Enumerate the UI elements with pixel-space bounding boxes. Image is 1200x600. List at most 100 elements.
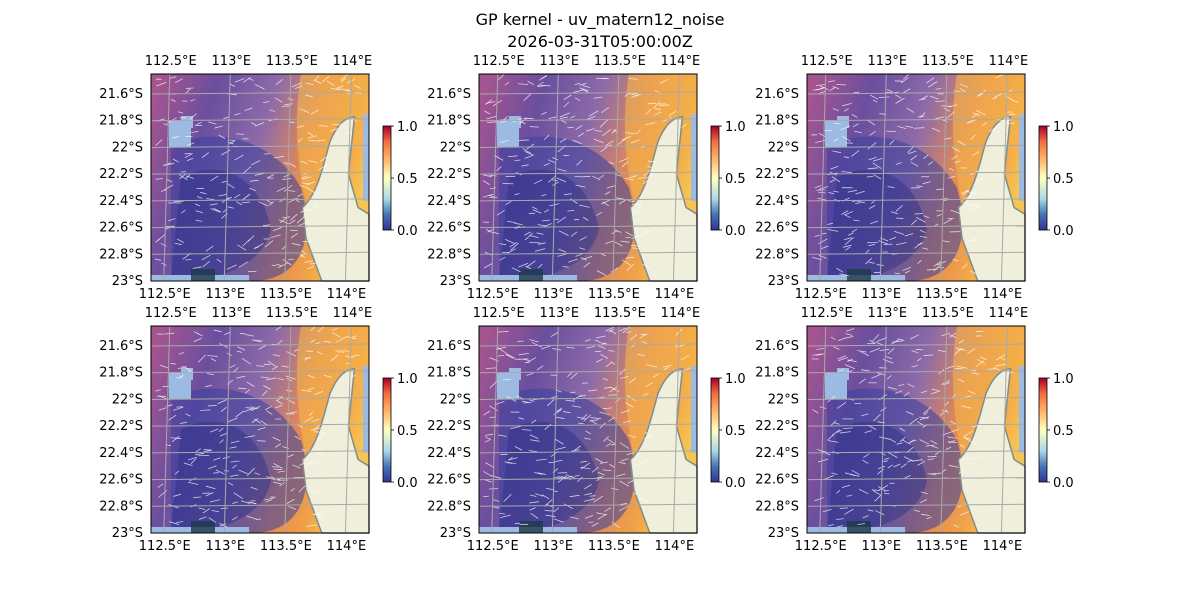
vector-arrow xyxy=(229,474,239,477)
vector-arrow xyxy=(519,117,528,125)
vector-arrow xyxy=(244,107,253,112)
vector-arrow xyxy=(541,494,550,500)
grid-meridian xyxy=(551,325,559,534)
vector-arrow xyxy=(596,335,606,339)
vector-arrow xyxy=(585,430,591,435)
vector-arrow xyxy=(306,225,317,230)
grid-parallel xyxy=(478,450,698,454)
lat-tick-label: 22°S xyxy=(112,140,143,155)
vector-arrow xyxy=(822,508,832,513)
vector-arrow xyxy=(872,162,882,170)
vector-arrow xyxy=(952,259,959,262)
vector-arrow xyxy=(895,205,903,212)
vector-arrow xyxy=(246,467,255,476)
vector-arrow xyxy=(244,333,254,337)
grid-parallel xyxy=(478,370,698,374)
vector-arrow xyxy=(241,357,252,365)
lat-tick-label: 21.8°S xyxy=(99,114,143,129)
grid-meridian xyxy=(163,73,171,282)
vector-arrow xyxy=(514,446,523,451)
vector-arrow xyxy=(265,199,273,204)
lon-tick-label-bottom: 113°E xyxy=(862,539,902,554)
lat-tick-label: 22.8°S xyxy=(427,499,471,514)
vector-arrow xyxy=(505,200,512,206)
vector-arrow xyxy=(605,140,614,147)
vector-arrow xyxy=(597,513,607,520)
vector-arrow xyxy=(889,140,895,145)
vector-arrow xyxy=(231,516,238,521)
vector-arrow xyxy=(948,167,954,171)
vector-arrow xyxy=(541,194,547,197)
vector-arrow xyxy=(190,458,197,464)
vector-arrow xyxy=(860,351,870,357)
vector-arrow xyxy=(627,92,638,97)
vector-arrow xyxy=(300,389,312,392)
grid-meridian xyxy=(612,325,620,534)
vector-arrow xyxy=(563,503,574,510)
lon-tick-label-top: 112.5°E xyxy=(473,306,525,321)
vector-arrow xyxy=(210,357,217,362)
colorbar-tick-label: 0.5 xyxy=(1053,172,1074,187)
vector-arrow xyxy=(170,362,176,365)
vector-arrow xyxy=(917,357,922,362)
vector-arrow xyxy=(923,215,930,219)
vector-arrow xyxy=(828,524,834,527)
vector-arrow xyxy=(253,418,261,424)
vector-arrow xyxy=(569,516,579,520)
vector-arrow xyxy=(851,228,858,233)
vector-arrow xyxy=(824,129,833,132)
lat-tick-label: 22.4°S xyxy=(755,446,799,461)
vector-arrow xyxy=(872,490,882,497)
vector-arrow xyxy=(863,453,870,459)
vector-arrow xyxy=(964,437,974,444)
grid-parallel xyxy=(806,251,1026,255)
vector-arrow xyxy=(973,177,983,186)
vector-arrow xyxy=(530,439,540,442)
vector-arrow xyxy=(919,439,930,445)
lat-tick-label: 21.8°S xyxy=(427,366,471,381)
vector-arrow xyxy=(611,129,617,134)
vector-arrow xyxy=(941,332,950,337)
vector-arrow xyxy=(955,347,966,351)
vector-arrow xyxy=(844,508,854,515)
vector-arrow xyxy=(302,176,312,180)
vector-arrow xyxy=(288,258,295,261)
vector-arrow xyxy=(317,351,323,355)
vector-arrow xyxy=(260,376,270,379)
vector-arrow xyxy=(579,204,590,208)
vector-arrow xyxy=(602,377,608,381)
vector-arrow xyxy=(508,456,513,461)
vector-arrow xyxy=(571,449,580,452)
lat-tick-label: 22.2°S xyxy=(99,167,143,182)
vector-arrow xyxy=(308,412,314,416)
vector-arrow xyxy=(195,210,204,214)
vector-arrow xyxy=(250,486,258,490)
vector-arrow xyxy=(838,368,845,373)
vector-arrow xyxy=(563,193,572,196)
vector-arrow xyxy=(914,213,924,215)
grid-parallel xyxy=(150,477,370,481)
vector-arrow xyxy=(913,509,920,513)
vector-arrow xyxy=(873,174,882,180)
vector-arrow xyxy=(824,475,835,480)
colorbar-tick-label: 1.0 xyxy=(725,372,746,387)
vector-arrow xyxy=(948,440,956,444)
vector-arrow xyxy=(337,88,345,90)
lon-tick-label-top: 114°E xyxy=(661,306,701,321)
vector-arrow xyxy=(591,466,599,473)
vector-arrow xyxy=(833,190,839,193)
vector-arrow xyxy=(913,127,925,129)
vector-arrow xyxy=(907,459,912,463)
vector-arrow xyxy=(300,209,309,213)
vector-arrow xyxy=(856,200,865,204)
vector-arrow xyxy=(499,243,506,246)
map-frame xyxy=(150,325,370,534)
ocean-strip xyxy=(1019,366,1025,453)
vector-arrow xyxy=(967,390,976,395)
vector-arrow xyxy=(947,175,956,179)
vector-arrow xyxy=(916,185,923,188)
vector-arrow xyxy=(306,350,314,352)
colorbar: 0.0 0.5 1.0 xyxy=(1038,120,1074,239)
vector-arrow xyxy=(241,193,251,201)
lon-tick-label-top: 113.5°E xyxy=(594,306,646,321)
